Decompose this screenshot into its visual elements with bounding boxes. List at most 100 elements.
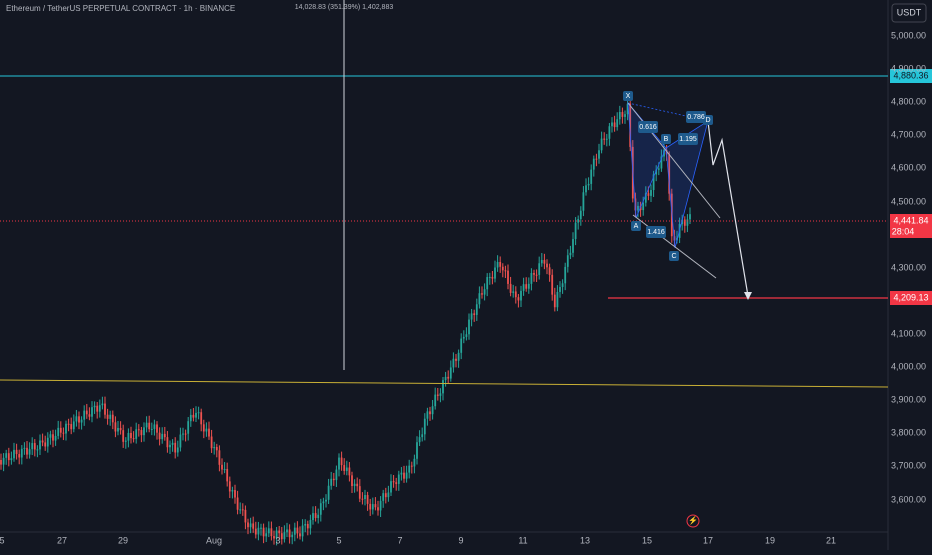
candle-body [499, 261, 502, 267]
x-tick-label: 3 [275, 535, 280, 545]
candle-body [39, 440, 41, 450]
candle-body [85, 410, 88, 415]
candle-body [184, 433, 187, 435]
candle-body [244, 509, 247, 523]
candle-body [96, 405, 99, 412]
candle-body [187, 421, 190, 434]
candle-body [247, 522, 249, 528]
y-tick-label: 4,600.00 [891, 162, 926, 172]
candle-body [293, 527, 296, 535]
currency-label[interactable]: USDT [897, 7, 922, 17]
candle-body [455, 358, 457, 361]
candle-body [169, 444, 171, 448]
candle-body [582, 192, 585, 211]
candle-body [392, 481, 395, 483]
candle-body [598, 150, 600, 159]
candle-body [195, 412, 197, 418]
candle-body [410, 465, 413, 467]
candle-body [494, 267, 496, 279]
candle-body [468, 319, 470, 335]
resistance-label: 4,880.36 [893, 70, 928, 80]
candle-body [117, 427, 119, 432]
candle-body [140, 430, 143, 436]
candle-body [0, 460, 2, 465]
candle-body [574, 222, 577, 240]
measure-text: 14,028.83 (351.39%) 1,402,883 [295, 4, 394, 11]
candle-body [353, 483, 356, 486]
candle-body [400, 472, 403, 475]
candle-body [148, 422, 151, 430]
candle-body [62, 432, 65, 434]
candle-body [460, 338, 463, 353]
candle-body [270, 528, 273, 537]
candle-body [197, 412, 200, 414]
pattern-point-label: C [671, 253, 676, 260]
currency-button[interactable] [891, 3, 927, 23]
candle-body [439, 393, 442, 396]
x-tick-label: 27 [57, 535, 67, 545]
event-icon[interactable] [686, 514, 700, 528]
candle-body [652, 174, 655, 191]
candle-body [397, 474, 400, 484]
candle-body [429, 411, 431, 415]
candle-body [556, 291, 559, 308]
y-tick-label: 4,800.00 [891, 96, 926, 106]
pattern-point-box [661, 134, 671, 144]
candle-body [114, 422, 117, 432]
pattern-ratio-label: 1.416 [647, 229, 665, 236]
x-tick-label: 19 [765, 535, 775, 545]
candle-body [585, 185, 587, 193]
projection-path [707, 120, 749, 297]
pattern-ratio-box [638, 121, 658, 133]
candle-body [93, 405, 96, 408]
candle-body [72, 421, 75, 430]
candle-body [587, 183, 590, 186]
candle-body [257, 527, 260, 535]
projection-arrow [744, 292, 752, 300]
candle-body [78, 416, 80, 423]
trend-line [0, 379, 889, 388]
candle-body [91, 407, 93, 417]
candle-body [330, 478, 333, 486]
candle-body [182, 433, 184, 435]
candle-body [70, 424, 73, 430]
candle-body [218, 450, 221, 465]
candle-body [174, 442, 177, 453]
candle-body [59, 427, 62, 433]
pattern-point-box [669, 251, 679, 261]
candle-body [20, 448, 23, 458]
candle-body [46, 437, 49, 447]
candle-body [361, 498, 364, 500]
candle-body [7, 453, 10, 461]
candle-body [608, 126, 611, 139]
candle-body [171, 442, 174, 445]
candle-body [314, 513, 317, 519]
candle-body [145, 422, 148, 428]
candle-body [10, 458, 13, 461]
candle-body [106, 414, 109, 419]
candle-body [317, 514, 320, 519]
candle-body [18, 454, 21, 458]
candle-body [241, 509, 244, 511]
candle-body [442, 380, 444, 394]
event-icon-glyph[interactable]: ⚡ [688, 515, 698, 525]
candle-body [512, 291, 515, 293]
candles [0, 96, 691, 546]
candle-body [176, 447, 179, 453]
pattern-point-label: A [634, 223, 639, 230]
candle-body [31, 443, 34, 450]
candle-body [478, 293, 481, 305]
candle-body [343, 465, 346, 471]
candle-body [559, 287, 561, 292]
candle-body [226, 469, 229, 482]
x-tick-label: 9 [458, 535, 463, 545]
pattern-point-box [631, 221, 641, 231]
candle-body [618, 112, 621, 120]
candle-body [254, 528, 257, 535]
candle-body [189, 414, 192, 422]
candle-body [327, 485, 330, 500]
candle-body [124, 440, 127, 442]
candle-body [538, 263, 541, 275]
candle-body [509, 283, 512, 293]
candle-body [200, 412, 203, 425]
